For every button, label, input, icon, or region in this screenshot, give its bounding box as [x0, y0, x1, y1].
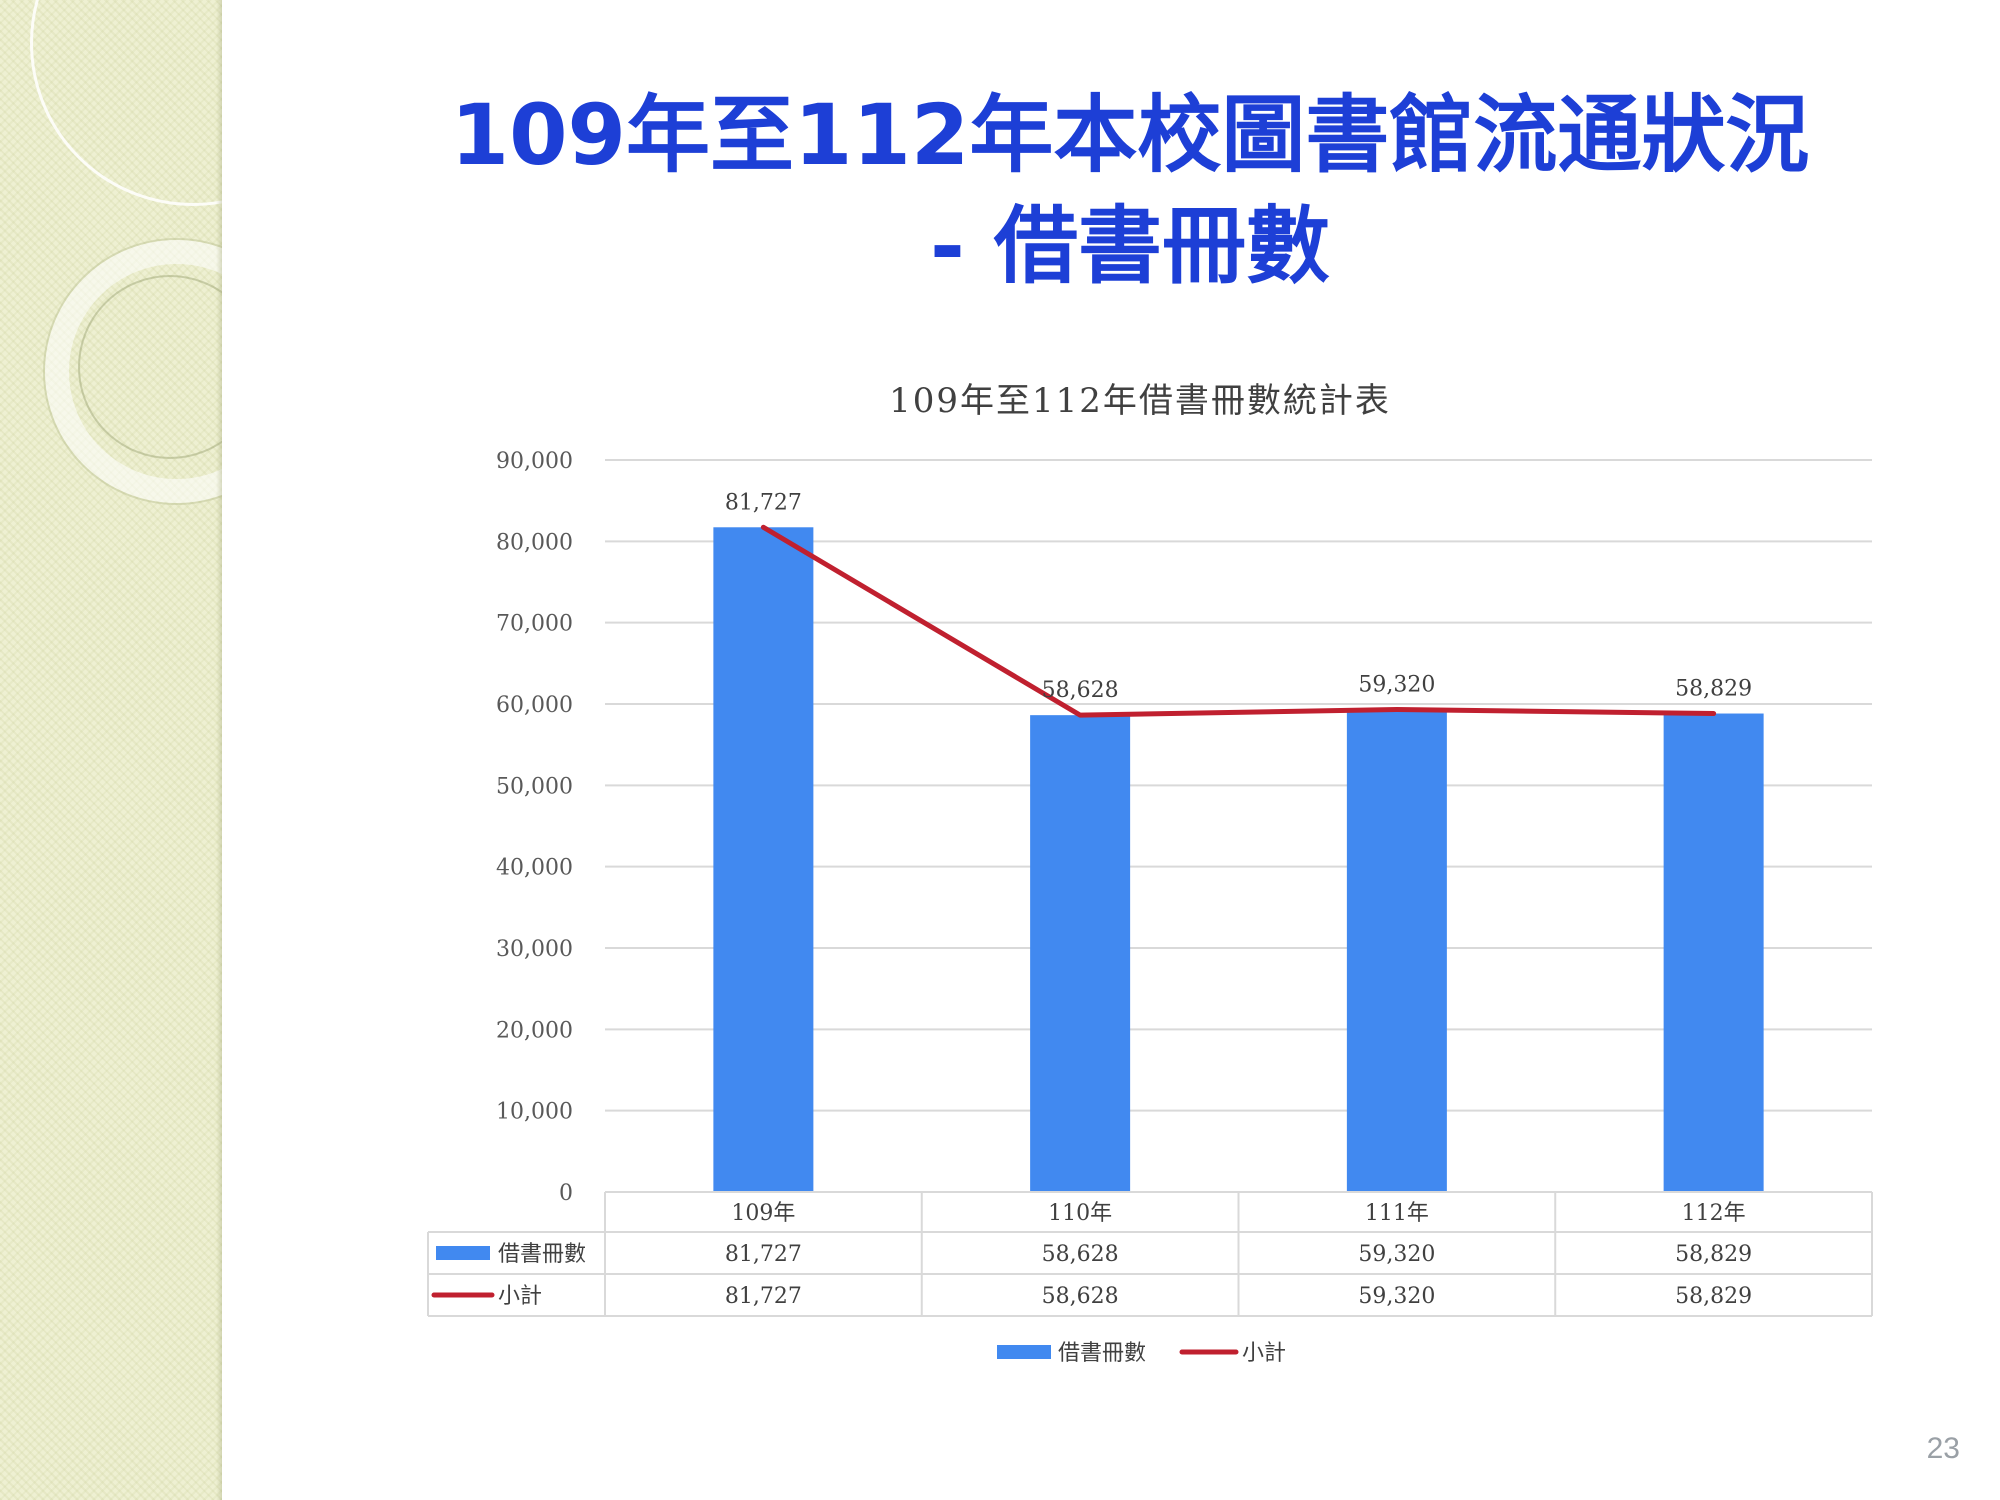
table-cell: 59,320	[1358, 1284, 1435, 1309]
bar	[1030, 715, 1131, 1192]
x-category-label: 109年	[731, 1201, 795, 1226]
table-legend-key-bar	[436, 1246, 490, 1260]
x-category-label: 111年	[1365, 1201, 1429, 1226]
x-category-label: 112年	[1682, 1201, 1746, 1226]
decorative-side-panel	[0, 0, 222, 1500]
y-tick-label: 50,000	[496, 774, 573, 799]
table-cell: 58,628	[1042, 1284, 1119, 1309]
data-label: 58,628	[1042, 678, 1119, 703]
y-tick-label: 90,000	[496, 449, 573, 474]
table-cell: 81,727	[725, 1284, 802, 1309]
y-tick-label: 70,000	[496, 612, 573, 637]
y-tick-label: 10,000	[496, 1100, 573, 1125]
line-series-subtotal	[760, 524, 1717, 718]
y-tick-label: 0	[559, 1181, 573, 1206]
data-label: 58,829	[1675, 677, 1752, 702]
table-cell: 58,829	[1675, 1284, 1752, 1309]
table-cell: 58,829	[1675, 1242, 1752, 1267]
x-category-label: 110年	[1048, 1201, 1112, 1226]
bar	[1346, 709, 1447, 1192]
bar	[713, 527, 814, 1192]
y-tick-label: 60,000	[496, 693, 573, 718]
legend-label: 小計	[1242, 1341, 1286, 1366]
legend-key-bar	[997, 1345, 1051, 1359]
table-cell: 81,727	[725, 1242, 802, 1267]
table-cell: 58,628	[1042, 1242, 1119, 1267]
table-row-label: 借書冊數	[498, 1242, 586, 1267]
table-cell: 59,320	[1358, 1242, 1435, 1267]
y-tick-label: 80,000	[496, 530, 573, 555]
panel-edge-shadow	[216, 0, 222, 1500]
slide-subtitle: - 借書冊數	[929, 197, 1331, 295]
data-label: 59,320	[1358, 673, 1435, 698]
slide-title: 109年至112年本校圖書館流通狀況	[450, 86, 1810, 184]
page-number: 23	[1926, 1432, 1960, 1465]
bar	[1663, 713, 1764, 1192]
y-tick-label: 30,000	[496, 937, 573, 962]
y-tick-label: 40,000	[496, 856, 573, 881]
legend-label: 借書冊數	[1058, 1341, 1146, 1366]
y-tick-label: 20,000	[496, 1018, 573, 1043]
chart-title: 109年至112年借書冊數統計表	[889, 381, 1391, 421]
data-label: 81,727	[725, 490, 802, 515]
table-row-label: 小計	[498, 1284, 542, 1309]
